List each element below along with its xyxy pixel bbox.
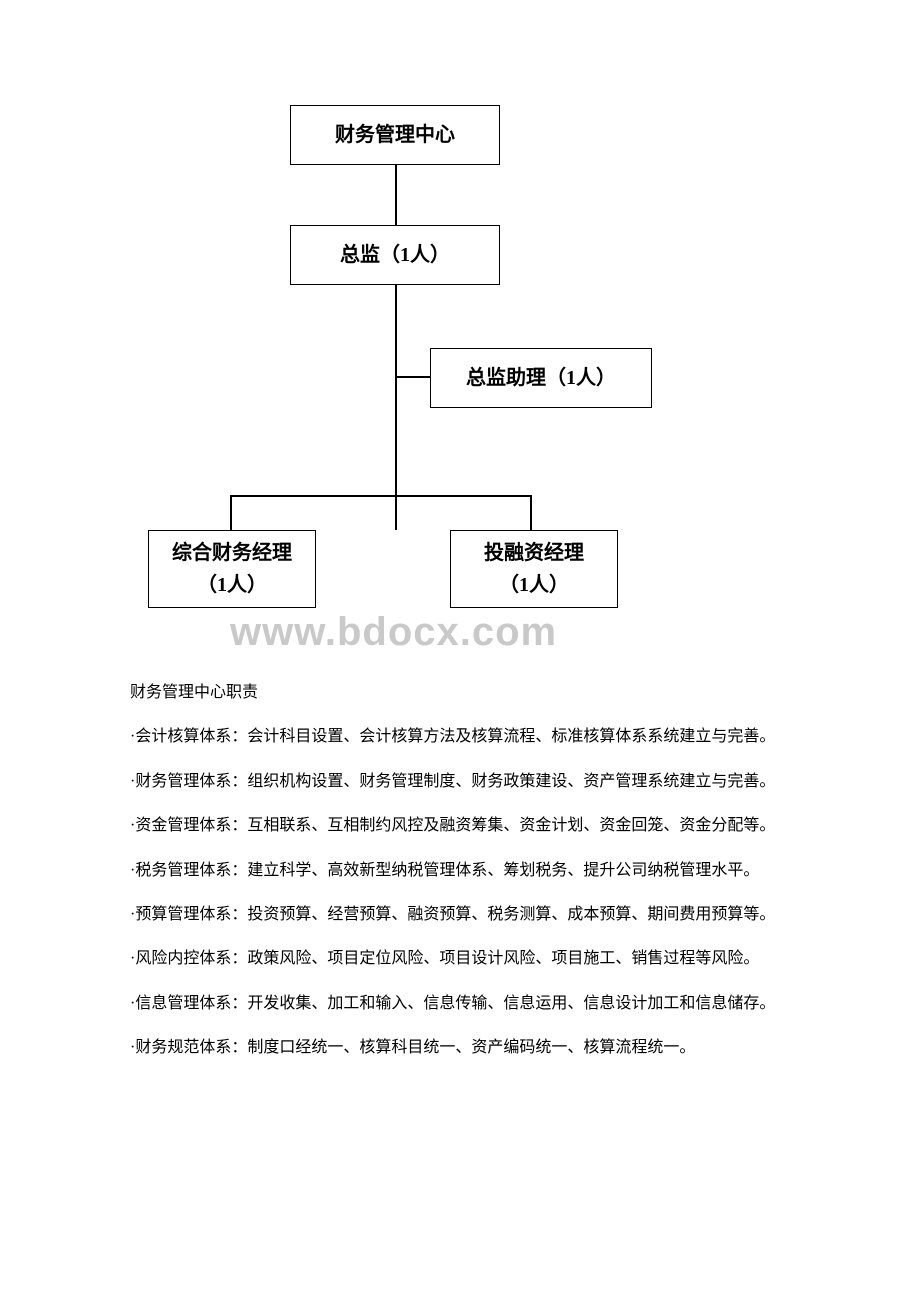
node-director: 总监（1人） [290, 225, 500, 285]
node-label-line2: （1人） [499, 574, 569, 596]
org-chart-diagram: www.bdocx.com 财务管理中心 总监（1人） 总监助理（1人） 综合财… [0, 0, 920, 660]
node-label-line1: 综合财务经理 [172, 542, 292, 564]
watermark-text: www.bdocx.com [230, 610, 557, 655]
list-item: ·税务管理体系：建立科学、高效新型纳税管理体系、筹划税务、提升公司纳税管理水平。 [98, 856, 822, 886]
connector-line [230, 495, 530, 497]
list-item: ·风险内控体系：政策风险、项目定位风险、项目设计风险、项目施工、销售过程等风险。 [98, 944, 822, 974]
list-item: ·会计核算体系：会计科目设置、会计核算方法及核算流程、标准核算体系系统建立与完善… [98, 722, 822, 752]
connector-line [230, 495, 232, 530]
node-label: 总监（1人） [340, 239, 450, 271]
node-finance-center: 财务管理中心 [290, 105, 500, 165]
node-label: 总监助理（1人） [466, 362, 616, 394]
node-investment-financing-manager: 投融资经理 （1人） [450, 530, 618, 608]
list-item: ·财务规范体系：制度口经统一、核算科目统一、资产编码统一、核算流程统一。 [98, 1033, 822, 1063]
node-comprehensive-finance-manager: 综合财务经理 （1人） [148, 530, 316, 608]
connector-line [395, 376, 431, 378]
node-label: 投融资经理 （1人） [484, 537, 584, 601]
content-body: 财务管理中心职责 ·会计核算体系：会计科目设置、会计核算方法及核算流程、标准核算… [0, 678, 920, 1064]
connector-line [530, 495, 532, 530]
section-title: 财务管理中心职责 [98, 678, 822, 708]
list-item: ·资金管理体系：互相联系、互相制约风控及融资筹集、资金计划、资金回笼、资金分配等… [98, 811, 822, 841]
connector-line [395, 285, 397, 530]
node-label-line2: （1人） [197, 574, 267, 596]
list-item: ·预算管理体系：投资预算、经营预算、融资预算、税务测算、成本预算、期间费用预算等… [98, 900, 822, 930]
node-assistant-director: 总监助理（1人） [430, 348, 652, 408]
node-label: 综合财务经理 （1人） [172, 537, 292, 601]
node-label-line1: 投融资经理 [484, 542, 584, 564]
connector-line [395, 165, 397, 225]
list-item: ·信息管理体系：开发收集、加工和输入、信息传输、信息运用、信息设计加工和信息储存… [98, 989, 822, 1019]
node-label: 财务管理中心 [335, 119, 455, 151]
list-item: ·财务管理体系：组织机构设置、财务管理制度、财务政策建设、资产管理系统建立与完善… [98, 767, 822, 797]
